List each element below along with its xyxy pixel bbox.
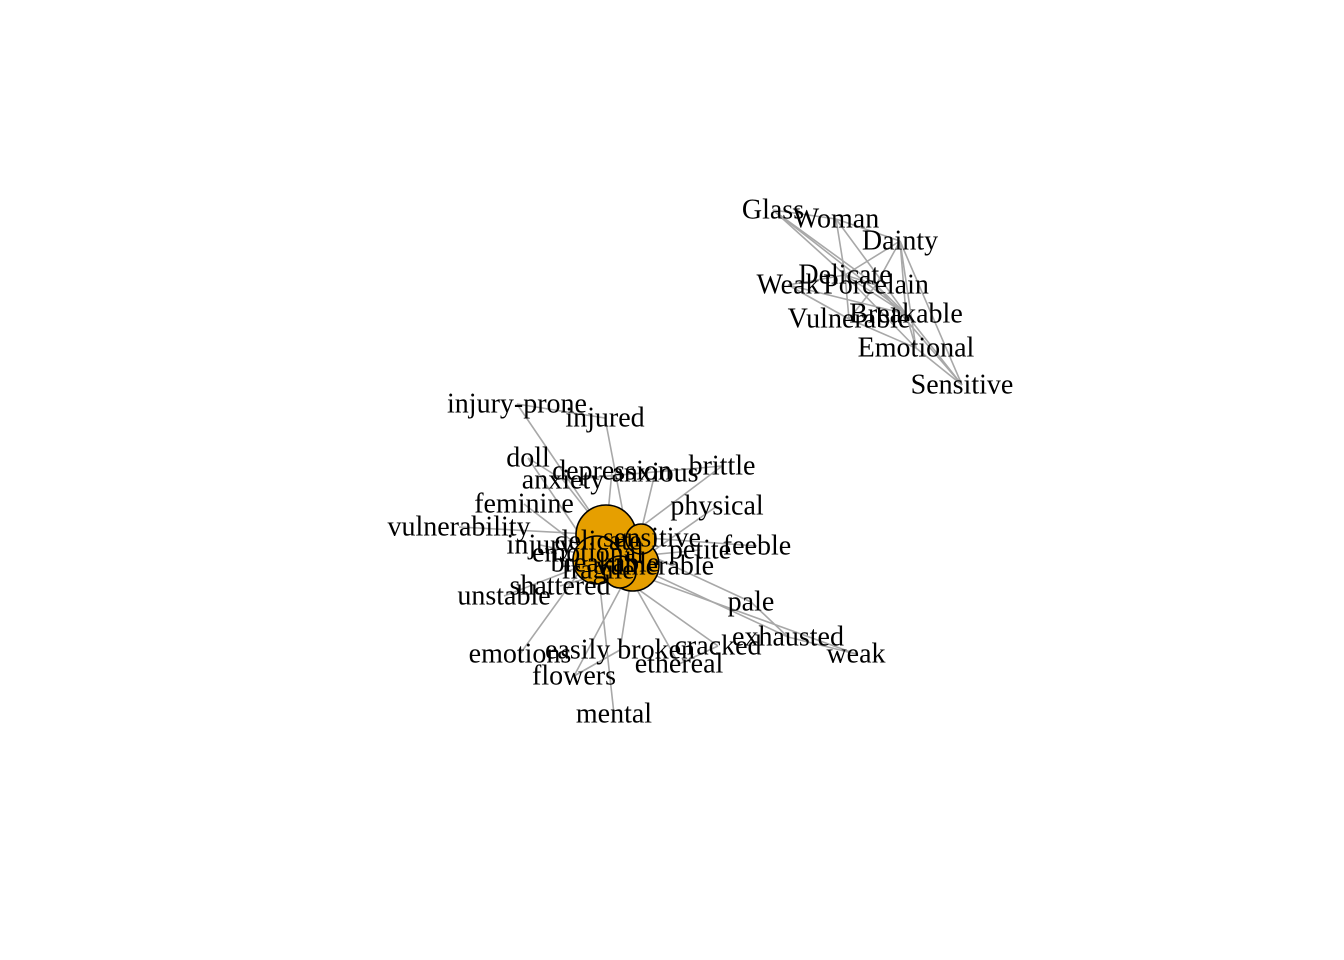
edge-line xyxy=(848,318,917,349)
node-label-petite: petite xyxy=(669,535,731,566)
node-label-pale: pale xyxy=(728,587,775,618)
edge-line xyxy=(516,403,606,419)
edge-line xyxy=(527,457,564,481)
edge-line xyxy=(915,347,963,386)
edge-line xyxy=(772,209,837,220)
node-label-dainty: Dainty xyxy=(862,226,938,257)
node-label-porcelain: Porcelain xyxy=(823,270,929,301)
edge-line xyxy=(787,274,846,286)
edge-line xyxy=(899,240,963,386)
edge-line xyxy=(844,274,850,320)
edge-line xyxy=(772,209,877,286)
edge-line xyxy=(875,284,963,386)
node-label-emotions: emotions xyxy=(469,639,572,670)
hub-node-layer xyxy=(572,504,660,592)
edge-line xyxy=(596,559,615,715)
edge-line xyxy=(899,240,907,315)
node-label-injury: injury xyxy=(507,530,574,561)
edge-line xyxy=(835,218,907,315)
edge-line xyxy=(787,284,850,320)
node-label-easily-broken: easily broken xyxy=(545,635,695,666)
edge-line xyxy=(844,240,901,276)
node-label-fragile: fragile xyxy=(561,555,634,586)
node-label-breakable: Breakable xyxy=(849,299,963,330)
edge-line xyxy=(562,465,723,481)
node-label-mental: mental xyxy=(576,699,652,730)
node-label-woman: Woman xyxy=(793,204,879,235)
node-label-sensitive: Sensitive xyxy=(911,370,1014,401)
hub-node-circle xyxy=(603,555,637,589)
node-label-depression: depression xyxy=(552,456,672,487)
node-label-vulnerable: vulnerable xyxy=(596,551,714,582)
node-label-injured: injured xyxy=(565,403,644,434)
edge-line xyxy=(750,601,789,638)
edge-line xyxy=(678,645,719,665)
node-label-glass: Glass xyxy=(742,195,804,226)
edge-line xyxy=(905,313,917,349)
edge-line xyxy=(835,218,846,276)
edge-line xyxy=(573,649,621,677)
edge-line xyxy=(899,240,917,349)
node-label-emotional: Emotional xyxy=(858,333,975,364)
edge-line xyxy=(844,274,877,286)
node-label-feeble: feeble xyxy=(723,531,791,562)
edge-line xyxy=(787,636,857,655)
node-label-doll: doll xyxy=(506,443,550,474)
edge-line xyxy=(844,274,917,349)
edge-line xyxy=(772,209,846,276)
node-label-delicate: delicate xyxy=(554,526,641,557)
node-label-weak: weak xyxy=(826,639,885,670)
node-label-anxious: anxious xyxy=(611,458,698,489)
node-label-anxiety: anxiety xyxy=(522,465,604,496)
edge-line xyxy=(772,209,907,315)
node-label-shattered: shattered xyxy=(509,571,610,602)
node-label-weak: Weak xyxy=(756,270,819,301)
node-label-vulnerable: Vulnerable xyxy=(788,304,911,335)
node-label-exhausted: exhausted xyxy=(732,622,844,653)
node-label-physical: physical xyxy=(670,491,764,522)
node-label-unstable: unstable xyxy=(457,581,550,612)
node-label-ethereal: ethereal xyxy=(635,649,724,680)
hub-node-circle xyxy=(625,523,657,555)
node-label-sensitive: sensitive xyxy=(603,523,701,554)
node-label-delicate: Delicate xyxy=(798,260,891,291)
node-label-cracked: cracked xyxy=(674,631,761,662)
node-label-vulnerability: vulnerability xyxy=(387,512,530,543)
node-label-flowers: flowers xyxy=(532,661,616,692)
node-label-emotional: emotional xyxy=(532,538,644,569)
edge-line xyxy=(875,240,901,286)
node-label-injury-prone: injury-prone xyxy=(447,389,587,420)
node-label-brittle: brittle xyxy=(689,451,756,482)
node-label-breakable: breakable xyxy=(551,548,660,579)
edge-line xyxy=(848,284,877,320)
edge-line xyxy=(787,284,907,315)
node-label-feminine: feminine xyxy=(474,489,574,520)
edge-line xyxy=(835,218,901,242)
